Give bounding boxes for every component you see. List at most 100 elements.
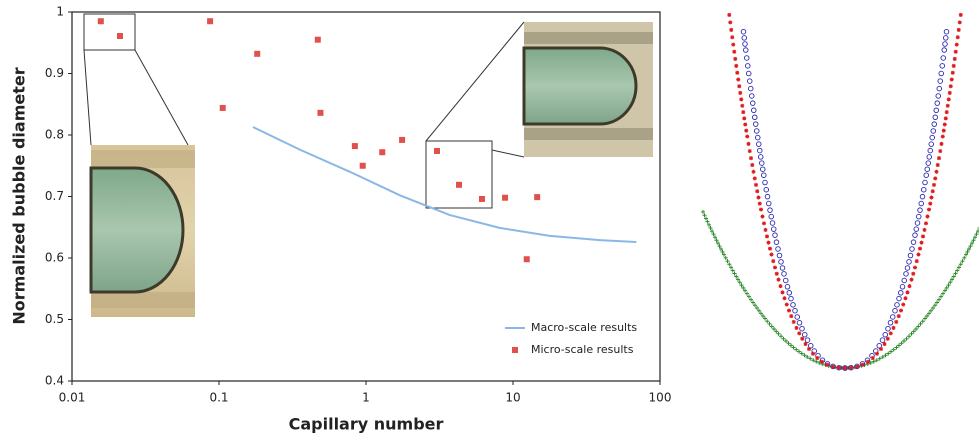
- profile-marker: [899, 308, 903, 313]
- profile-marker: [896, 295, 902, 302]
- x-axis-title: Capillary number: [289, 415, 444, 434]
- profile-marker: [948, 280, 953, 285]
- y-tick-label: 1: [56, 5, 64, 19]
- profile-marker: [885, 336, 890, 341]
- profile-marker: [933, 107, 940, 114]
- profile-marker: [928, 141, 935, 147]
- profile-marker: [756, 195, 761, 200]
- profile-marker: [879, 346, 883, 351]
- profile-marker: [904, 336, 909, 341]
- profile-marker: [800, 336, 805, 341]
- profile-marker: [916, 252, 921, 257]
- profile-marker: [743, 122, 748, 127]
- profile-marker: [741, 35, 748, 41]
- profile-marker: [815, 356, 820, 361]
- profile-marker: [714, 238, 719, 243]
- profile-marker: [774, 271, 779, 276]
- legend-label: Micro-scale results: [531, 343, 634, 356]
- profile-marker: [914, 259, 919, 264]
- profile-marker: [911, 271, 916, 276]
- profile-marker: [968, 244, 973, 249]
- profile-marker: [755, 134, 761, 141]
- profile-marker: [932, 182, 936, 187]
- profile-marker: [745, 134, 750, 139]
- legend-swatch: [512, 347, 518, 353]
- point: [433, 147, 440, 154]
- profile-marker: [759, 207, 763, 212]
- profile-marker: [747, 78, 753, 84]
- profile-marker: [935, 300, 939, 305]
- profile-marker: [769, 324, 774, 329]
- profile-marker: [934, 169, 939, 174]
- y-tick-label: 0.8: [45, 128, 64, 142]
- profile-marker: [789, 314, 794, 319]
- profile-marker: [942, 41, 948, 47]
- profile-marker: [953, 49, 958, 54]
- profile-marker: [754, 182, 758, 187]
- point: [207, 18, 214, 25]
- profile-marker: [773, 239, 780, 245]
- profile-marker: [736, 277, 740, 282]
- legend-label: Macro-scale results: [531, 321, 637, 334]
- profile-marker: [976, 229, 979, 234]
- profile-marker: [755, 306, 759, 311]
- profile-marker: [929, 308, 933, 313]
- profile-marker: [903, 296, 908, 301]
- profile-marker: [958, 12, 963, 17]
- profile-marker: [916, 213, 922, 220]
- profile-marker: [887, 320, 894, 326]
- profile-marker: [914, 326, 918, 331]
- profile-marker: [924, 221, 928, 226]
- profile-marker: [964, 252, 968, 257]
- profile-marker: [782, 296, 787, 301]
- profile-marker: [744, 128, 749, 133]
- profile-marker: [746, 141, 751, 146]
- profile-marker: [802, 331, 808, 338]
- profile-marker: [957, 20, 962, 25]
- profile-marker: [761, 313, 765, 318]
- profile-marker: [918, 200, 925, 207]
- profile-marker: [794, 325, 799, 330]
- profile-marker: [774, 329, 779, 334]
- profile-marker: [740, 28, 747, 35]
- profile-marker: [940, 134, 945, 139]
- profile-marker: [710, 229, 714, 234]
- profile-marker: [951, 274, 956, 279]
- profile-marker: [933, 176, 938, 181]
- profile-marker: [764, 193, 771, 200]
- profile-marker: [753, 121, 759, 127]
- profile-marker: [941, 47, 948, 53]
- profile-marker: [757, 308, 761, 313]
- profile-marker: [719, 246, 723, 251]
- profile-marker: [912, 232, 918, 238]
- profile-marker: [825, 362, 830, 367]
- profile-marker: [811, 358, 816, 363]
- profile-marker: [901, 277, 908, 284]
- profile-marker: [716, 241, 720, 246]
- profile-marker: [880, 354, 885, 359]
- profile-marker: [903, 271, 909, 277]
- profile-marker: [717, 244, 722, 249]
- x-tick-label: 10: [505, 391, 520, 405]
- point: [359, 162, 366, 169]
- point: [534, 194, 541, 201]
- profile-marker: [794, 314, 801, 320]
- profile-marker: [773, 265, 777, 270]
- profile-marker: [742, 116, 747, 121]
- profile-marker: [928, 201, 933, 206]
- profile-marker: [939, 63, 946, 69]
- profile-marker: [778, 284, 783, 289]
- profile-marker: [913, 226, 920, 232]
- profile-marker: [855, 364, 859, 369]
- profile-marker: [750, 163, 755, 168]
- profile-marker: [938, 149, 943, 154]
- profile-marker: [814, 359, 819, 364]
- profile-marker: [954, 42, 959, 47]
- profile-marker: [917, 207, 923, 213]
- profile-marker: [705, 219, 710, 224]
- profile-marker: [904, 265, 911, 271]
- x-tick-label: 100: [649, 391, 672, 405]
- profile-marker: [776, 277, 781, 282]
- point: [399, 136, 406, 143]
- profile-marker: [876, 343, 883, 349]
